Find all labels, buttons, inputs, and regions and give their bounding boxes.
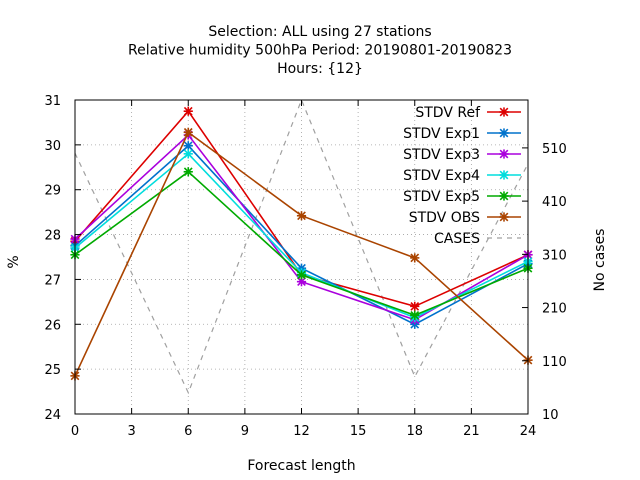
data-point — [410, 253, 420, 263]
y2-tick-label: 210 — [542, 302, 567, 317]
data-point — [499, 191, 509, 201]
x-tick-label: 15 — [350, 424, 367, 439]
axis-ticks: 0 3 6 9 12 15 18 21 24 24 25 26 27 28 29 30 31 10 110 210 31… — [44, 94, 566, 439]
y2-axis-label: No cases — [592, 229, 608, 292]
y-tick-label: 30 — [44, 139, 61, 154]
data-point — [183, 141, 193, 151]
x-tick-label: 18 — [406, 424, 423, 439]
series-lines — [70, 106, 533, 381]
x-tick-label: 21 — [463, 424, 480, 439]
y2-tick-label: 510 — [542, 142, 567, 157]
chart-title-line: Selection: ALL using 27 stations — [208, 24, 431, 40]
x-tick-label: 12 — [293, 424, 310, 439]
legend-label: CASES — [434, 231, 480, 247]
data-point — [183, 106, 193, 116]
data-point — [499, 107, 509, 117]
y-tick-label: 25 — [44, 363, 61, 378]
x-tick-label: 9 — [241, 424, 249, 439]
data-point — [499, 149, 509, 159]
x-tick-label: 6 — [184, 424, 192, 439]
legend-label: STDV Exp1 — [403, 126, 480, 142]
x-tick-label: 3 — [127, 424, 135, 439]
legend-label: STDV Exp3 — [403, 147, 480, 163]
x-tick-label: 24 — [520, 424, 537, 439]
data-point — [410, 310, 420, 320]
y2-tick-label: 310 — [542, 248, 567, 263]
chart-title-line: Hours: {12} — [277, 61, 363, 77]
y-tick-label: 24 — [44, 408, 61, 423]
data-point — [410, 301, 420, 311]
data-point — [499, 128, 509, 138]
y-axis-label: % — [6, 255, 22, 268]
y-tick-label: 28 — [44, 229, 61, 244]
y-tick-label: 27 — [44, 273, 61, 288]
legend-label: STDV Ref — [415, 105, 481, 121]
data-point — [296, 211, 307, 221]
legend-label: STDV Exp5 — [403, 189, 480, 205]
data-point — [183, 127, 193, 137]
legend: STDV Ref STDV Exp1 STDV Exp3 STDV Exp4 STDV … — [403, 105, 521, 247]
y2-tick-label: 10 — [542, 408, 559, 423]
data-point — [183, 167, 193, 177]
y-tick-label: 31 — [44, 94, 61, 109]
legend-label: STDV OBS — [409, 210, 480, 226]
data-point — [296, 277, 307, 287]
data-point — [499, 212, 509, 222]
y2-tick-label: 110 — [542, 355, 567, 370]
legend-label: STDV Exp4 — [403, 168, 480, 184]
chart-title: Selection: ALL using 27 stations Relative… — [128, 24, 512, 77]
y2-tick-label: 410 — [542, 195, 567, 210]
x-axis-label: Forecast length — [247, 458, 355, 474]
data-point — [499, 170, 509, 180]
y-tick-label: 29 — [44, 184, 61, 199]
data-point — [296, 270, 307, 280]
y-tick-label: 26 — [44, 318, 61, 333]
data-point — [183, 149, 193, 159]
chart-title-line: Relative humidity 500hPa Period: 2019080… — [128, 43, 512, 59]
x-tick-label: 0 — [71, 424, 79, 439]
